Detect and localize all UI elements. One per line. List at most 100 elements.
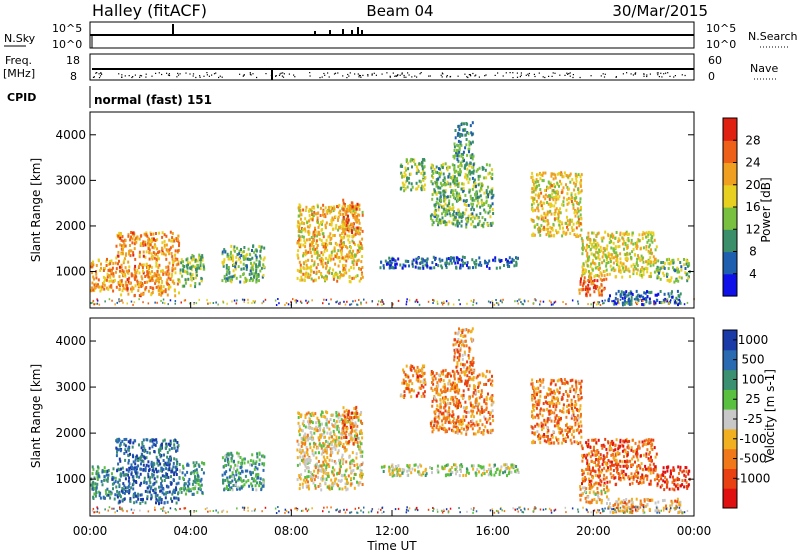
echo-cell-vel-3 xyxy=(255,474,257,478)
echo-cell-power-3 xyxy=(263,246,266,250)
echo-cell-power-11 xyxy=(602,236,605,240)
echo-cell-power-8 xyxy=(460,213,463,216)
echo-cell-power-9 xyxy=(469,154,472,158)
echo-cell-power-1 xyxy=(147,289,150,293)
echo-cell-power-6 xyxy=(461,255,464,259)
nave-dot xyxy=(564,74,566,76)
echo-cell-vel-3 xyxy=(222,478,224,482)
echo-cell-vel-1 xyxy=(161,479,164,483)
echo-cell-power-8 xyxy=(442,210,445,214)
echo-cell-power-8 xyxy=(481,183,484,187)
echo-cell-vel-2 xyxy=(192,461,195,465)
nave-dot xyxy=(538,72,540,74)
echo-cell-vel-4 xyxy=(320,469,323,473)
echo-cell-power-7 xyxy=(421,184,423,188)
echo-cell-power-1 xyxy=(166,269,169,273)
echo-cell-power-13 xyxy=(676,266,679,270)
echo-cell-power-3 xyxy=(242,262,245,266)
nave-dot xyxy=(358,76,360,78)
echo-cell-power-1 xyxy=(174,289,176,293)
echo-cell-power-0 xyxy=(101,285,104,289)
nave-dot xyxy=(396,75,398,77)
echo-cell-power-8 xyxy=(433,214,436,218)
echo-cell-vel-1 xyxy=(170,497,172,501)
echo-cell-vel-4 xyxy=(310,474,312,478)
echo-cell-power-11 xyxy=(605,261,608,265)
beam-title: Beam 04 xyxy=(366,2,433,20)
echo-cell-power-1 xyxy=(144,240,147,244)
ground-scatter-power xyxy=(514,300,516,303)
echo-cell-power-4 xyxy=(299,243,302,247)
nave-dot xyxy=(440,74,442,76)
echo-cell-vel-3 xyxy=(230,474,233,478)
echo-cell-power-10 xyxy=(561,189,564,193)
echo-cell-power-4 xyxy=(343,257,346,261)
echo-cell-vel-4 xyxy=(301,485,304,489)
echo-cell-vel-3 xyxy=(242,457,245,461)
echo-cell-power-0 xyxy=(112,289,115,293)
echo-cell-power-11 xyxy=(617,240,620,243)
echo-cell-vel-4 xyxy=(301,429,304,433)
echo-cell-power-9 xyxy=(462,128,465,132)
echo-cell-power-4 xyxy=(306,272,309,276)
echo-cell-power-11 xyxy=(624,242,627,246)
ground-scatter-power xyxy=(590,303,592,306)
echo-cell-power-11 xyxy=(646,240,649,244)
echo-cell-power-3 xyxy=(235,276,238,280)
echo-cell-power-4 xyxy=(344,227,347,231)
echo-cell-vel-3 xyxy=(255,488,258,492)
nave-dot xyxy=(512,72,514,74)
echo-cell-power-8 xyxy=(439,181,442,185)
echo-cell-power-9 xyxy=(454,136,457,140)
echo-cell-power-6 xyxy=(461,258,464,262)
echo-cell-power-9 xyxy=(464,133,467,137)
echo-cell-vel-4 xyxy=(350,482,353,486)
echo-cell-vel-1 xyxy=(162,439,165,443)
echo-cell-power-1 xyxy=(147,236,150,240)
echo-cell-power-10 xyxy=(537,216,540,220)
echo-cell-power-1 xyxy=(156,247,159,251)
echo-cell-power-3 xyxy=(240,248,242,251)
echo-cell-vel-0 xyxy=(97,474,100,478)
echo-cell-vel-4 xyxy=(344,476,347,479)
echo-cell-vel-0 xyxy=(96,478,99,481)
echo-cell-vel-1 xyxy=(164,461,167,465)
echo-cell-vel-1 xyxy=(135,481,138,484)
echo-cell-power-11 xyxy=(604,230,607,234)
echo-cell-power-7 xyxy=(404,166,407,170)
echo-cell-power-1 xyxy=(164,271,167,275)
echo-cell-vel-4 xyxy=(314,412,317,416)
ground-scatter-power xyxy=(344,303,347,306)
echo-cell-vel-1 xyxy=(176,468,179,471)
ground-scatter-power xyxy=(167,303,169,306)
echo-cell-vel-1 xyxy=(127,454,130,458)
echo-cell-power-1 xyxy=(170,252,173,255)
echo-cell-power-11 xyxy=(594,266,597,270)
echo-cell-vel-4 xyxy=(334,442,337,446)
y-tick-label: 3000 xyxy=(55,173,86,187)
echo-cell-power-1 xyxy=(133,234,135,238)
echo-cell-power-10 xyxy=(571,178,574,182)
echo-cell-power-2 xyxy=(186,266,189,270)
echo-cell-power-8 xyxy=(459,168,462,172)
echo-cell-power-11 xyxy=(601,239,604,243)
echo-cell-power-14 xyxy=(658,301,661,304)
echo-cell-power-3 xyxy=(250,272,253,276)
echo-cell-vel-1 xyxy=(151,475,154,479)
echo-cell-power-12 xyxy=(585,294,588,298)
echo-cell-power-10 xyxy=(577,215,580,219)
echo-cell-vel-1 xyxy=(149,487,152,491)
echo-cell-power-3 xyxy=(260,245,263,249)
echo-cell-power-5 xyxy=(344,204,347,208)
echo-cell-power-8 xyxy=(451,177,454,181)
ground-scatter-power xyxy=(441,301,443,304)
echo-cell-vel-0 xyxy=(99,496,102,500)
echo-cell-power-11 xyxy=(609,260,612,263)
echo-cell-vel-4 xyxy=(338,458,340,462)
echo-cell-power-11 xyxy=(645,260,647,264)
echo-cell-power-1 xyxy=(117,281,120,285)
echo-cell-power-8 xyxy=(488,163,491,167)
echo-cell-power-1 xyxy=(134,264,137,268)
echo-cell-power-4 xyxy=(348,241,351,244)
echo-cell-power-11 xyxy=(586,237,589,241)
